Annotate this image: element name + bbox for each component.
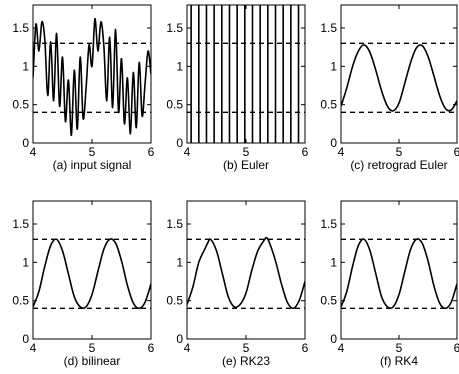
- y-tick-label: 0.5: [166, 294, 183, 308]
- x-tick-label: 5: [396, 145, 403, 159]
- panel-caption: (f) RK4: [380, 354, 418, 368]
- x-tick-label: 5: [243, 341, 250, 355]
- y-tick-label: 1.5: [320, 21, 337, 35]
- panel-caption: (e) RK23: [222, 354, 270, 368]
- axes-frame: [186, 4, 306, 144]
- y-tick-label: 1.5: [320, 217, 337, 231]
- panel-caption: (d) bilinear: [64, 354, 121, 368]
- series-line-1: [33, 17, 151, 137]
- y-tick-label: 0: [330, 136, 337, 150]
- series-1: [190, 5, 300, 143]
- y-tick-label: 0.5: [320, 294, 337, 308]
- y-tick-label: 0: [176, 136, 183, 150]
- x-tick-label: 6: [302, 341, 309, 355]
- x-tick-label: 6: [454, 341, 459, 355]
- panel-6: 0 0.5 1 1.5 4 5 6 (f) RK4: [320, 200, 459, 368]
- y-tick-label: 0: [22, 136, 29, 150]
- y-tick-label: 1: [22, 255, 29, 269]
- panel-caption: (b) Euler: [223, 158, 269, 172]
- x-tick-label: 4: [338, 341, 345, 355]
- x-tick-label: 5: [243, 145, 250, 159]
- y-tick-label: 0.5: [12, 98, 29, 112]
- x-tick-label: 4: [184, 145, 191, 159]
- y-tick-label: 0: [22, 332, 29, 346]
- panel-caption: (c) retrograd Euler: [350, 158, 447, 172]
- x-tick-label: 4: [30, 341, 37, 355]
- y-tick-label: 0.5: [12, 294, 29, 308]
- y-tick-label: 1.5: [12, 21, 29, 35]
- panel-1: 0 0.5 1 1.5 4 5 6 (a) input signal: [12, 4, 155, 172]
- x-tick-label: 4: [338, 145, 345, 159]
- series-line-1: [341, 44, 457, 112]
- y-tick-label: 1: [176, 59, 183, 73]
- y-tick-label: 1.5: [166, 21, 183, 35]
- y-tick-label: 0: [330, 332, 337, 346]
- y-tick-label: 1.5: [166, 217, 183, 231]
- y-tick-label: 1: [330, 59, 337, 73]
- y-tick-label: 0.5: [166, 98, 183, 112]
- x-tick-label: 4: [30, 145, 37, 159]
- panel-2: 0 0.5 1 1.5 4 5 6 (b) Euler: [166, 4, 309, 172]
- y-tick-label: 1.5: [12, 217, 29, 231]
- panel-caption: (a) input signal: [53, 158, 132, 172]
- x-tick-label: 6: [148, 341, 155, 355]
- y-tick-label: 0: [176, 332, 183, 346]
- y-tick-label: 1: [176, 255, 183, 269]
- panel-5: 0 0.5 1 1.5 4 5 6 (e) RK23: [166, 200, 309, 368]
- x-tick-label: 5: [396, 341, 403, 355]
- series-line-1: [341, 238, 457, 310]
- y-tick-label: 1: [330, 255, 337, 269]
- x-tick-label: 6: [148, 145, 155, 159]
- x-tick-label: 5: [89, 341, 96, 355]
- axes-frame: [340, 200, 458, 340]
- x-tick-label: 5: [89, 145, 96, 159]
- y-tick-label: 0.5: [320, 98, 337, 112]
- x-tick-label: 4: [184, 341, 191, 355]
- x-tick-label: 6: [302, 145, 309, 159]
- axes-frame: [186, 200, 306, 340]
- x-tick-label: 6: [454, 145, 459, 159]
- series-line-1: [33, 238, 151, 310]
- y-tick-label: 1: [22, 59, 29, 73]
- axes-frame: [340, 4, 458, 144]
- panel-3: 0 0.5 1 1.5 4 5 6 (c) retrograd Euler: [320, 4, 459, 172]
- series-line-1: [187, 236, 305, 310]
- panel-4: 0 0.5 1 1.5 4 5 6 (d) bilinear: [12, 200, 155, 368]
- axes-frame: [32, 200, 152, 340]
